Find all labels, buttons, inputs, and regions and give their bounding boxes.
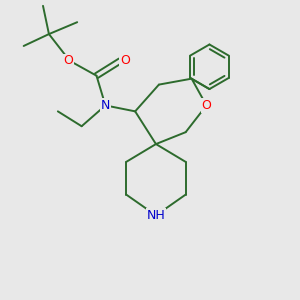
Text: O: O xyxy=(63,54,73,67)
Text: O: O xyxy=(202,99,212,112)
Text: N: N xyxy=(101,99,110,112)
Text: O: O xyxy=(120,54,130,67)
Text: NH: NH xyxy=(147,209,165,222)
